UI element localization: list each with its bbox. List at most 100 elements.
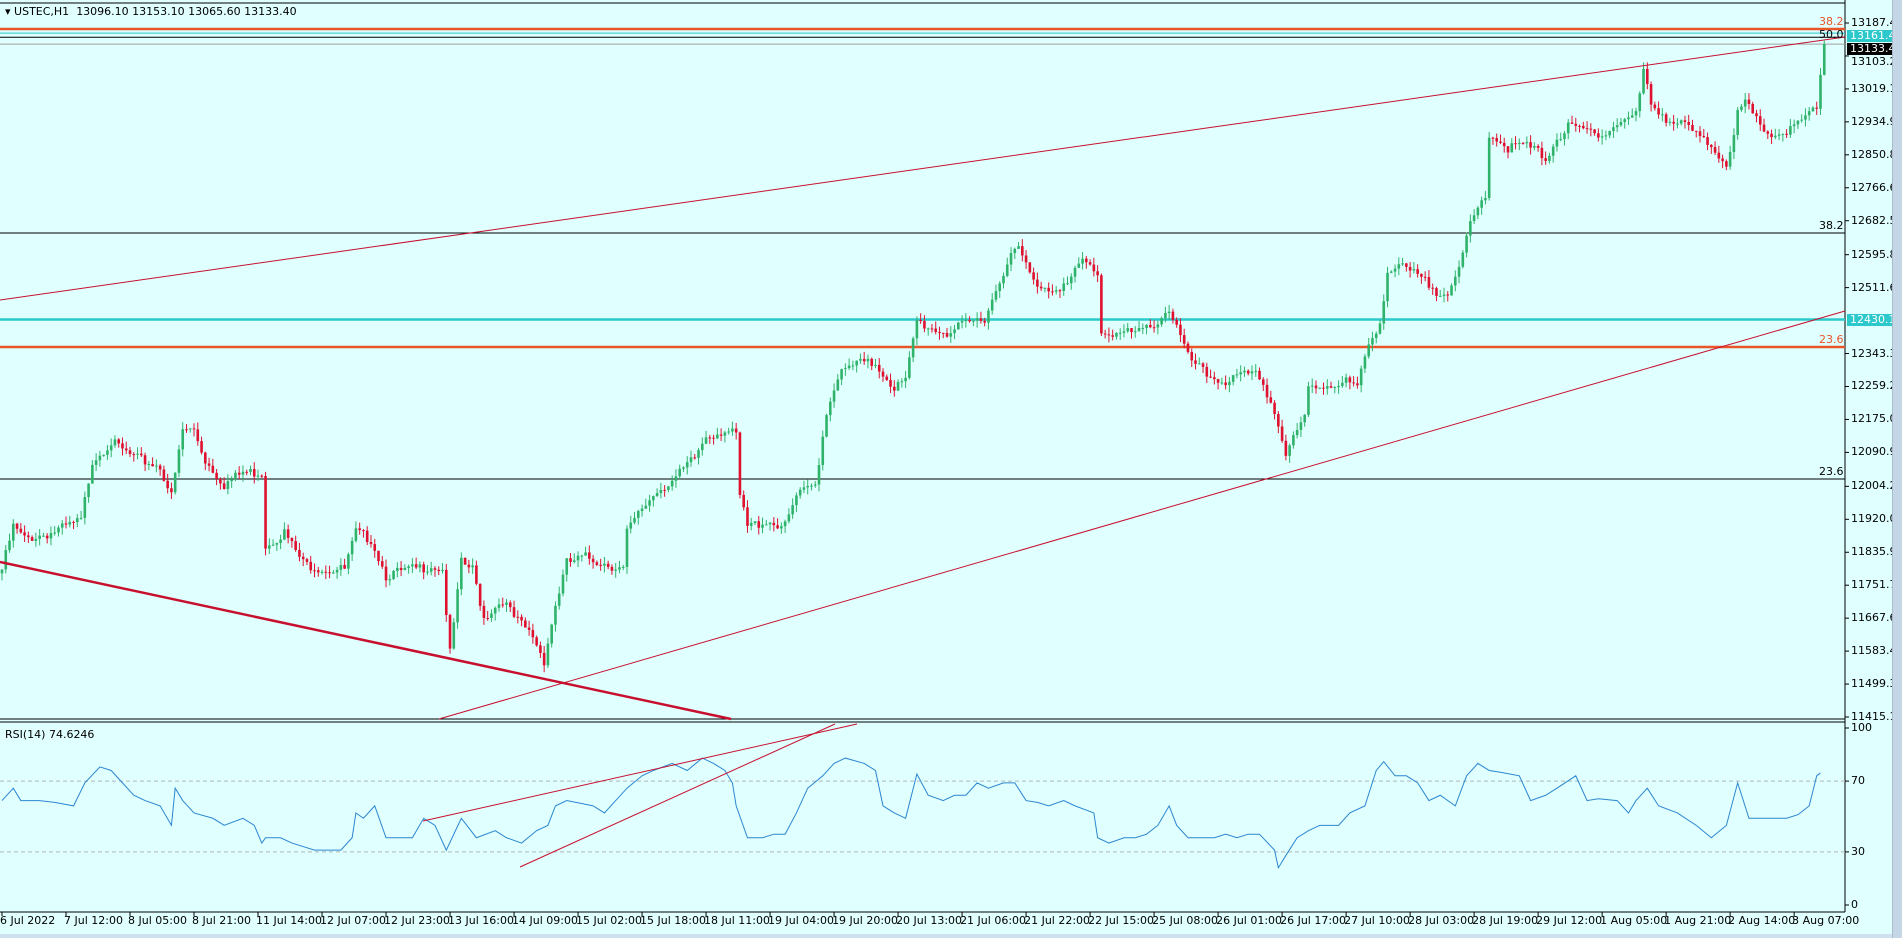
time-tick-label: 28 Jul 03:00: [1408, 914, 1475, 927]
bear-candle: [1770, 133, 1773, 138]
bull-candle: [1457, 266, 1461, 277]
bear-candle: [207, 463, 211, 466]
bull-candle: [226, 481, 230, 489]
bull-candle: [1371, 338, 1374, 345]
bull-candle: [900, 381, 904, 383]
bull-candle: [851, 365, 855, 367]
bull-candle: [471, 565, 474, 568]
bear-candle: [776, 525, 779, 529]
bear-candle: [610, 566, 614, 571]
bear-candle: [1446, 294, 1450, 296]
bear-candle: [1329, 386, 1333, 388]
bear-candle: [264, 476, 267, 549]
bull-candle: [320, 571, 324, 573]
time-tick-label: 18 Jul 11:00: [704, 914, 771, 927]
rsi-line: [1, 757, 1821, 870]
bear-candle: [211, 465, 215, 473]
bull-candle: [1401, 263, 1404, 265]
bull-candle: [1789, 126, 1792, 135]
bull-candle: [915, 320, 919, 339]
bear-candle: [1269, 397, 1273, 403]
bear-candle: [1694, 130, 1698, 132]
bull-candle: [633, 517, 636, 523]
bear-candle: [1028, 262, 1032, 273]
bull-candle: [904, 377, 907, 382]
bull-candle: [1679, 120, 1683, 124]
bull-candle: [79, 517, 83, 519]
bull-candle: [1438, 295, 1442, 297]
time-tick-label: 29 Jul 12:00: [1536, 914, 1603, 927]
bull-candle: [829, 401, 832, 416]
fib-23.6-orange-label: 23.6: [1819, 333, 1844, 346]
bull-candle: [753, 521, 757, 524]
price-tick-label: 13187.40: [1851, 16, 1902, 29]
bear-candle: [486, 617, 489, 619]
bear-candle: [369, 542, 373, 545]
bull-candle: [1781, 133, 1785, 135]
bull-candle: [11, 523, 15, 541]
bear-candle: [524, 620, 527, 628]
bull-candle: [1073, 267, 1077, 277]
scrollbar[interactable]: [1892, 0, 1902, 938]
price-tick-label: 11583.45: [1851, 644, 1902, 658]
bull-candle: [1220, 382, 1224, 384]
bull-candle: [723, 432, 727, 436]
bear-candle: [1032, 272, 1035, 280]
bear-candle: [1190, 351, 1194, 361]
bull-candle: [53, 532, 57, 534]
bear-candle: [72, 521, 75, 523]
time-tick-label: 1 Aug 21:00: [1664, 914, 1732, 927]
bear-candle: [569, 558, 572, 562]
bear-candle: [478, 583, 482, 606]
bull-candle: [1333, 387, 1337, 389]
bull-candle: [392, 570, 395, 580]
time-tick-label: 21 Jul 06:00: [960, 914, 1027, 927]
collapse-triangle-icon[interactable]: ▾: [5, 5, 15, 18]
bear-candle: [1182, 335, 1186, 344]
bear-candle: [237, 472, 241, 475]
price-tick-label: 12850.80: [1851, 147, 1902, 161]
bull-candle: [418, 564, 422, 568]
bear-candle: [1529, 142, 1532, 148]
bear-candle: [1186, 343, 1190, 352]
bull-candle: [109, 445, 113, 451]
bear-candle: [595, 562, 599, 565]
bull-candle: [1525, 142, 1529, 144]
bull-candle: [1378, 323, 1382, 334]
bear-candle: [516, 616, 520, 618]
bull-candle: [1156, 324, 1160, 328]
price-tick-label: 12343.35: [1851, 346, 1902, 360]
bear-candle: [19, 528, 23, 533]
fib-50.0-label: 50.0: [1819, 28, 1844, 42]
cyan-level-price-tag: 12430.13: [1847, 313, 1902, 326]
bull-candle: [403, 567, 407, 571]
bear-candle: [1209, 376, 1212, 378]
bull-candle: [1472, 215, 1476, 222]
bull-candle: [1453, 276, 1457, 286]
bear-candle: [1085, 258, 1088, 263]
bear-candle: [738, 432, 742, 495]
bull-candle: [87, 483, 90, 498]
bear-candle: [140, 453, 143, 456]
price-tick-label: 11835.90: [1851, 545, 1902, 559]
bull-candle: [1484, 198, 1487, 201]
bull-candle: [1141, 327, 1145, 329]
time-tick-label: 2 Aug 14:00: [1728, 914, 1796, 927]
bear-candle: [1713, 147, 1717, 153]
bear-candle: [945, 333, 949, 337]
bull-candle: [1359, 368, 1363, 386]
bull-candle: [1017, 246, 1020, 249]
bear-candle: [1582, 125, 1585, 129]
bull-candle: [761, 524, 764, 528]
bear-candle: [1751, 103, 1755, 114]
bull-candle: [994, 291, 998, 300]
bear-candle: [422, 564, 425, 573]
bear-candle: [1747, 99, 1751, 104]
bear-candle: [1691, 124, 1694, 131]
fib-23.6-label: 23.6: [1819, 464, 1844, 478]
bear-candle: [1024, 255, 1028, 263]
bull-candle: [91, 464, 94, 484]
bull-candle: [1235, 374, 1239, 376]
